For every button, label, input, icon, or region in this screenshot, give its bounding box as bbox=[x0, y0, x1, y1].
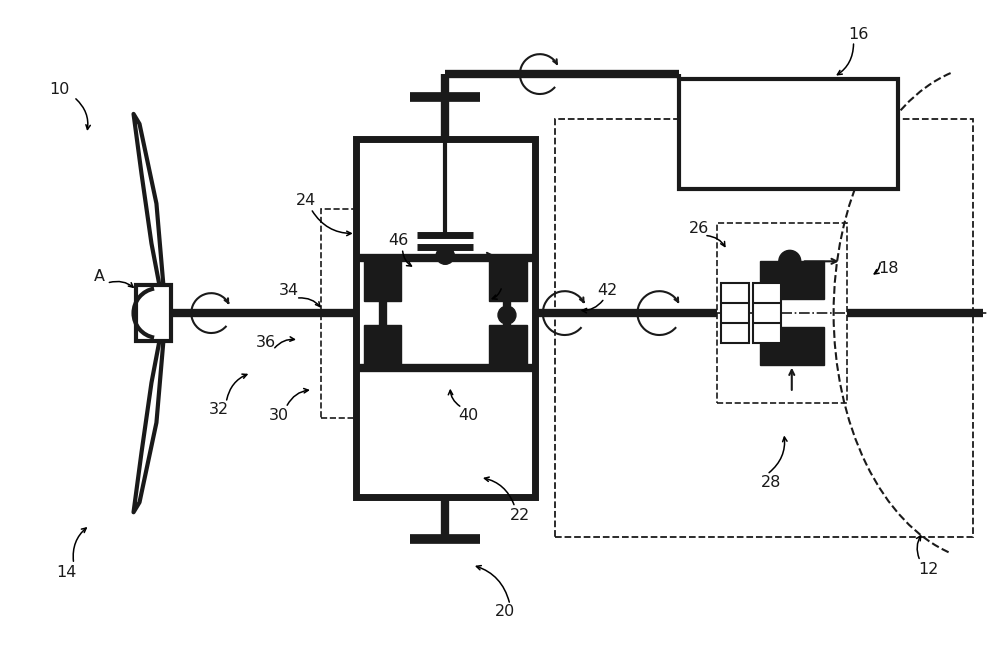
Text: 46: 46 bbox=[388, 233, 409, 248]
Text: 36: 36 bbox=[256, 335, 276, 351]
Text: 24: 24 bbox=[296, 193, 316, 208]
Bar bbox=[364, 259, 401, 301]
Text: 10: 10 bbox=[50, 81, 70, 96]
Text: 30: 30 bbox=[269, 408, 289, 423]
Circle shape bbox=[779, 250, 801, 273]
Bar bbox=[321, 208, 535, 418]
Circle shape bbox=[498, 306, 516, 324]
Bar bbox=[364, 325, 401, 368]
Text: A: A bbox=[94, 269, 105, 284]
Text: 14: 14 bbox=[57, 564, 77, 580]
Text: 12: 12 bbox=[918, 562, 938, 576]
Text: 16: 16 bbox=[848, 27, 869, 42]
Bar bbox=[679, 79, 898, 188]
Bar bbox=[555, 119, 973, 537]
Text: 28: 28 bbox=[761, 475, 781, 490]
Bar bbox=[356, 139, 535, 497]
Text: 40: 40 bbox=[458, 408, 478, 423]
Bar bbox=[489, 259, 527, 301]
Text: 22: 22 bbox=[510, 508, 530, 523]
Text: 32: 32 bbox=[209, 402, 229, 418]
Bar bbox=[489, 325, 527, 368]
Bar bbox=[753, 283, 781, 343]
Bar bbox=[136, 285, 171, 341]
Bar bbox=[717, 224, 847, 403]
Text: 26: 26 bbox=[689, 221, 709, 236]
Bar bbox=[760, 327, 824, 365]
Text: 42: 42 bbox=[597, 283, 618, 298]
Text: 20: 20 bbox=[495, 605, 515, 619]
Bar bbox=[721, 283, 749, 343]
Circle shape bbox=[436, 246, 454, 265]
Bar bbox=[760, 261, 824, 299]
Text: 44: 44 bbox=[488, 271, 508, 286]
Text: 34: 34 bbox=[279, 283, 299, 298]
Text: 18: 18 bbox=[878, 261, 899, 276]
